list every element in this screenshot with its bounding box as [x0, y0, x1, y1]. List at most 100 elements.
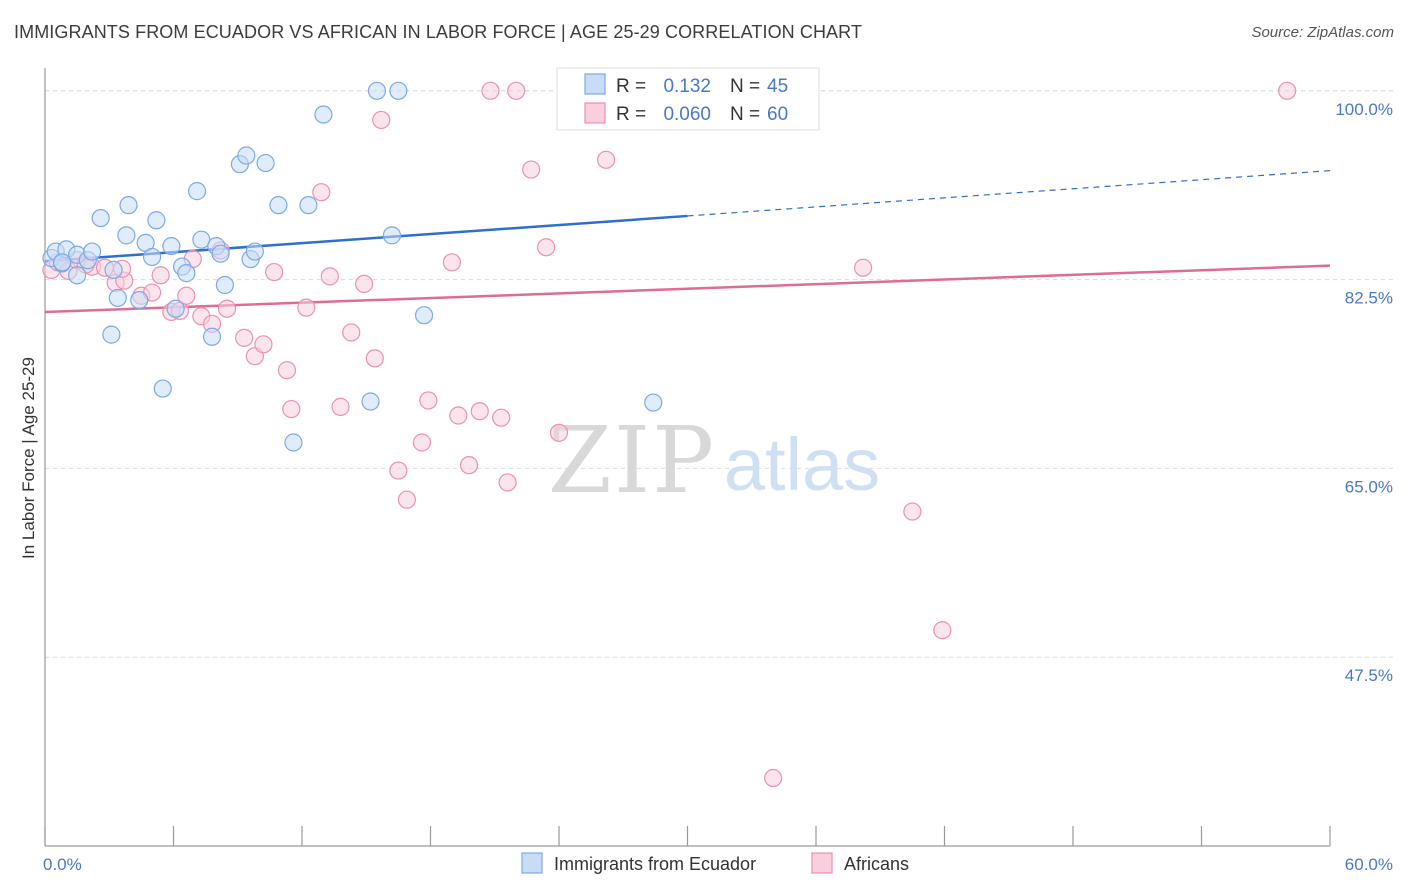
- point-ecuador: [202, 327, 222, 346]
- point-africans: [412, 433, 432, 452]
- tick-labels: 100.0% 82.5% 65.0% 47.5% 0.0% 60.0%: [43, 100, 1393, 874]
- series-legend-swatch-ecuador: [521, 852, 543, 874]
- watermark-atlas: atlas: [724, 423, 880, 506]
- point-africans: [254, 335, 273, 354]
- point-ecuador: [644, 393, 663, 412]
- point-africans: [177, 286, 196, 305]
- point-africans: [442, 253, 462, 272]
- point-ecuador: [361, 392, 380, 411]
- series-legend-swatch-africans: [811, 852, 833, 874]
- legend-swatch-africans: [584, 102, 606, 124]
- point-ecuador: [299, 196, 318, 215]
- point-ecuador: [269, 196, 288, 215]
- point-ecuador: [284, 433, 303, 452]
- point-ecuador: [147, 211, 166, 230]
- point-ecuador: [256, 153, 275, 173]
- point-ecuador: [117, 226, 136, 245]
- point-ecuador: [102, 325, 121, 344]
- point-africans: [419, 391, 438, 410]
- point-ecuador: [192, 230, 211, 249]
- y-tick-label: 82.5%: [1345, 289, 1393, 308]
- legend-r-value-africans: 0.060: [663, 104, 711, 125]
- point-africans: [372, 110, 391, 130]
- point-africans: [331, 397, 350, 416]
- point-ecuador: [53, 253, 72, 272]
- legend-r-value-ecuador: 0.132: [663, 76, 711, 97]
- axes: [44, 68, 1331, 847]
- chart-title: IMMIGRANTS FROM ECUADOR VS AFRICAN IN LA…: [14, 22, 863, 42]
- point-ecuador: [187, 182, 207, 201]
- point-africans: [397, 490, 417, 509]
- point-africans: [389, 461, 408, 480]
- legend-n-value-africans: 60: [767, 104, 788, 125]
- point-africans: [312, 183, 331, 202]
- trend-line-africans: [44, 264, 1331, 314]
- legend-r-label-ecuador: R =: [616, 76, 646, 97]
- legend-r-label-africans: R =: [616, 104, 646, 125]
- legend-swatch-ecuador: [584, 73, 606, 95]
- point-ecuador: [119, 196, 138, 215]
- watermark-zip: ZIP: [548, 407, 716, 514]
- point-africans: [537, 238, 556, 257]
- y-tick-label: 65.0%: [1345, 477, 1393, 496]
- point-africans: [470, 402, 489, 421]
- point-africans: [342, 323, 361, 342]
- point-africans: [764, 768, 783, 788]
- point-africans: [265, 262, 284, 282]
- point-africans: [597, 150, 616, 169]
- legend-n-label-ecuador: N =: [730, 76, 760, 97]
- trend-lines: [44, 170, 1331, 314]
- point-ecuador: [108, 288, 127, 308]
- x-tick-label-right: 60.0%: [1345, 855, 1393, 874]
- point-africans: [365, 349, 384, 368]
- point-ecuador: [237, 146, 256, 165]
- point-africans: [355, 274, 374, 294]
- point-africans: [320, 267, 339, 286]
- point-ecuador: [245, 242, 264, 261]
- point-africans: [522, 160, 541, 179]
- legend-n-value-ecuador: 45: [767, 76, 788, 97]
- point-ecuador: [83, 242, 102, 261]
- point-africans: [1278, 81, 1297, 100]
- point-ecuador: [382, 226, 402, 245]
- point-africans: [459, 456, 479, 475]
- series-legend: Immigrants from Ecuador Africans: [521, 852, 909, 874]
- point-africans: [492, 408, 511, 427]
- legend-n-label-africans: N =: [730, 104, 760, 125]
- point-africans: [282, 399, 301, 419]
- point-africans: [449, 406, 468, 425]
- point-africans: [151, 266, 170, 285]
- point-ecuador: [389, 81, 408, 100]
- trend-line-ecuador-projection: [687, 170, 1331, 217]
- point-ecuador: [130, 290, 149, 310]
- x-tick-label-left: 0.0%: [43, 855, 82, 874]
- point-ecuador: [104, 260, 123, 279]
- point-ecuador: [414, 306, 434, 325]
- stats-legend: R = 0.132 N = 45 R = 0.060 N = 60: [556, 67, 820, 131]
- series-legend-label-ecuador: Immigrants from Ecuador: [554, 854, 756, 874]
- point-africans: [297, 298, 316, 317]
- point-ecuador: [142, 247, 162, 267]
- point-ecuador: [166, 299, 185, 318]
- point-ecuador: [314, 105, 333, 124]
- y-axis-label: In Labor Force | Age 25-29: [19, 357, 38, 559]
- point-africans: [277, 361, 297, 380]
- point-africans: [903, 502, 922, 521]
- point-ecuador: [162, 237, 181, 256]
- point-africans: [933, 621, 952, 640]
- point-africans: [217, 299, 237, 318]
- y-tick-label: 100.0%: [1335, 100, 1393, 119]
- point-africans: [549, 423, 569, 442]
- point-africans: [481, 81, 500, 100]
- point-ecuador: [367, 81, 387, 100]
- point-ecuador: [211, 244, 230, 263]
- point-ecuador: [177, 264, 196, 283]
- gridlines: [45, 90, 1393, 658]
- y-tick-label: 47.5%: [1345, 666, 1393, 685]
- point-africans: [507, 81, 526, 100]
- chart-source: Source: ZipAtlas.com: [1251, 24, 1394, 41]
- point-africans: [498, 473, 517, 492]
- point-ecuador: [215, 275, 234, 295]
- series-legend-label-africans: Africans: [844, 854, 909, 874]
